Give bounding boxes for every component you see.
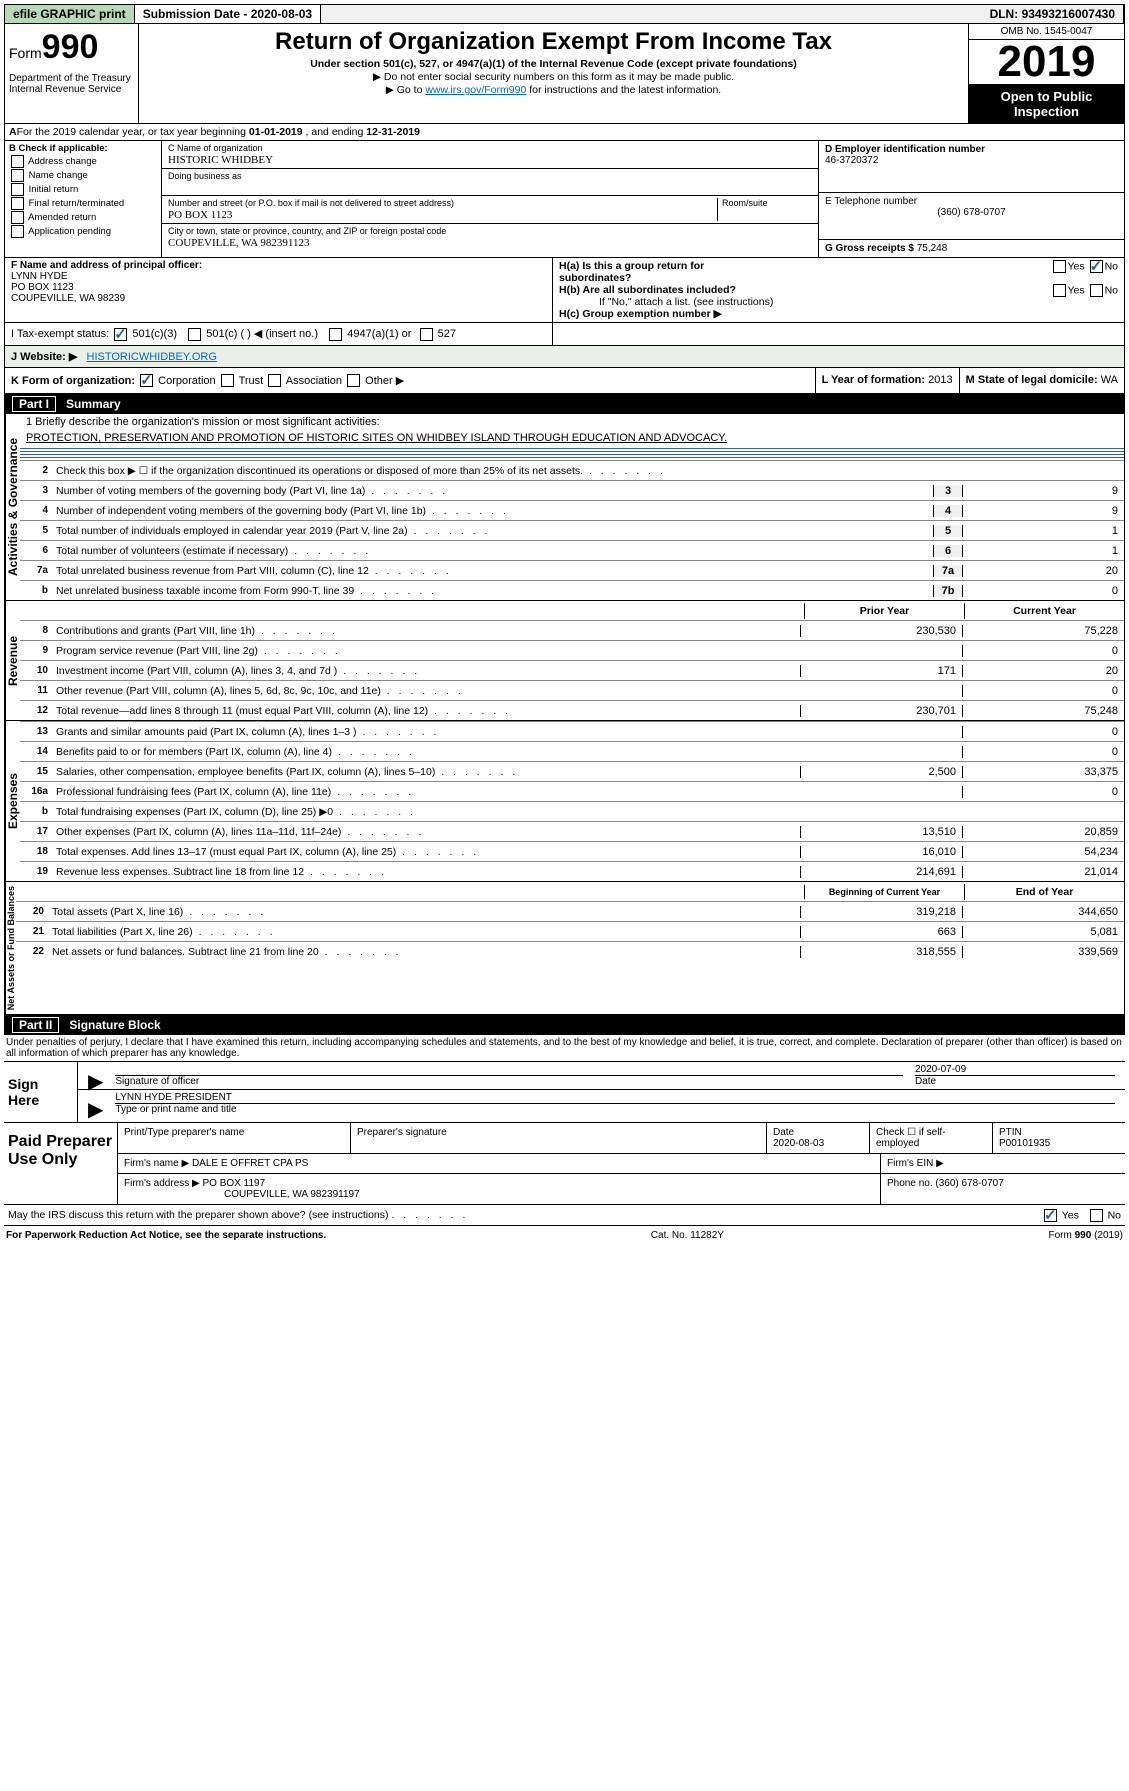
sign-date: 2020-07-09	[915, 1064, 1115, 1076]
line-11: 11Other revenue (Part VIII, column (A), …	[20, 680, 1124, 700]
submission-date: Submission Date - 2020-08-03	[135, 5, 321, 23]
vtab-expenses: Expenses	[5, 721, 20, 881]
line-13: 13Grants and similar amounts paid (Part …	[20, 721, 1124, 741]
prep-name-h: Print/Type preparer's name	[118, 1123, 351, 1153]
line-12: 12Total revenue—add lines 8 through 11 (…	[20, 700, 1124, 720]
prep-sig-h: Preparer's signature	[351, 1123, 767, 1153]
col-c: C Name of organizationHISTORIC WHIDBEY D…	[162, 141, 818, 257]
line-22: 22Net assets or fund balances. Subtract …	[16, 941, 1124, 961]
end-year-header: End of Year	[964, 884, 1124, 900]
city: COUPEVILLE, WA 982391123	[168, 237, 812, 249]
self-employed-chk[interactable]: Check ☐ if self-employed	[870, 1123, 993, 1153]
line-b: bTotal fundraising expenses (Part IX, co…	[20, 801, 1124, 821]
line-20: 20Total assets (Part X, line 16)319,2183…	[16, 901, 1124, 921]
subtitle-1: Under section 501(c), 527, or 4947(a)(1)…	[141, 58, 966, 70]
line-21: 21Total liabilities (Part X, line 26)663…	[16, 921, 1124, 941]
line-8: 8Contributions and grants (Part VIII, li…	[20, 620, 1124, 640]
street: PO BOX 1123	[168, 209, 717, 221]
sign-here-label: Sign Here	[4, 1062, 78, 1122]
form-number: Form990	[9, 28, 134, 67]
gov-line-2: 2Check this box ▶ ☐ if the organization …	[20, 460, 1124, 480]
website-link[interactable]: HISTORICWHIDBEY.ORG	[87, 351, 217, 363]
line-18: 18Total expenses. Add lines 13–17 (must …	[20, 841, 1124, 861]
firm-phone: (360) 678-0707	[935, 1178, 1003, 1189]
chk-name[interactable]: Name change	[9, 169, 157, 182]
firm-name: DALE E OFFRET CPA PS	[192, 1158, 308, 1169]
subtitle-2: ▶ Do not enter social security numbers o…	[141, 71, 966, 83]
gross-receipts: 75,248	[917, 243, 948, 254]
vtab-governance: Activities & Governance	[5, 414, 20, 600]
phone: (360) 678-0707	[825, 207, 1118, 218]
perjury-text: Under penalties of perjury, I declare th…	[4, 1035, 1125, 1061]
mission-q: 1 Briefly describe the organization's mi…	[20, 414, 1124, 430]
ptin: P00101935	[999, 1138, 1050, 1149]
col-f: F Name and address of principal officer:…	[5, 258, 553, 322]
chk-amended[interactable]: Amended return	[9, 211, 157, 224]
paid-preparer-label: Paid Preparer Use Only	[4, 1123, 118, 1204]
tax-year: 2019	[969, 40, 1124, 85]
col-b: B Check if applicable: Address change Na…	[5, 141, 162, 257]
ein: 46-3720372	[825, 155, 878, 166]
col-d: D Employer identification number46-37203…	[818, 141, 1124, 257]
prep-date: 2020-08-03	[773, 1138, 824, 1149]
footer: For Paperwork Reduction Act Notice, see …	[4, 1225, 1125, 1245]
part-1-header: Part ISummary	[4, 394, 1125, 414]
firm-ein: Firm's EIN ▶	[881, 1154, 1125, 1173]
line-19: 19Revenue less expenses. Subtract line 1…	[20, 861, 1124, 881]
current-year-header: Current Year	[964, 603, 1124, 619]
discuss-row: May the IRS discuss this return with the…	[4, 1204, 1125, 1225]
gov-line-4: 4Number of independent voting members of…	[20, 500, 1124, 520]
gov-line-5: 5Total number of individuals employed in…	[20, 520, 1124, 540]
dept-label: Department of the Treasury Internal Reve…	[9, 73, 134, 95]
line-10: 10Investment income (Part VIII, column (…	[20, 660, 1124, 680]
year-formation: L Year of formation: 2013	[815, 368, 959, 394]
beg-year-header: Beginning of Current Year	[804, 885, 964, 899]
form-header: Form990 Department of the Treasury Inter…	[4, 24, 1125, 124]
gov-line-3: 3Number of voting members of the governi…	[20, 480, 1124, 500]
prior-year-header: Prior Year	[804, 603, 964, 619]
website-row: J Website: ▶ HISTORICWHIDBEY.ORG	[4, 346, 1125, 368]
gov-line-6: 6Total number of volunteers (estimate if…	[20, 540, 1124, 560]
gov-line-7a: 7aTotal unrelated business revenue from …	[20, 560, 1124, 580]
dln: DLN: 93493216007430	[982, 5, 1124, 23]
line-15: 15Salaries, other compensation, employee…	[20, 761, 1124, 781]
org-name: HISTORIC WHIDBEY	[168, 154, 812, 166]
firm-addr: PO BOX 1197	[203, 1178, 266, 1189]
row-a: AFor the 2019 calendar year, or tax year…	[4, 124, 1125, 141]
efile-label[interactable]: efile GRAPHIC print	[5, 5, 135, 23]
chk-address[interactable]: Address change	[9, 155, 157, 168]
form-title: Return of Organization Exempt From Incom…	[141, 28, 966, 56]
line-16a: 16aProfessional fundraising fees (Part I…	[20, 781, 1124, 801]
chk-pending[interactable]: Application pending	[9, 225, 157, 238]
sig-officer-label: Signature of officer	[115, 1076, 199, 1087]
top-bar: efile GRAPHIC print Submission Date - 20…	[4, 4, 1125, 24]
mission-text: PROTECTION, PRESERVATION AND PROMOTION O…	[20, 430, 1124, 446]
tax-status: I Tax-exempt status: 501(c)(3) 501(c) ( …	[5, 323, 553, 345]
line-9: 9Program service revenue (Part VIII, lin…	[20, 640, 1124, 660]
irs-link[interactable]: www.irs.gov/Form990	[425, 84, 526, 96]
gov-line-b: bNet unrelated business taxable income f…	[20, 580, 1124, 600]
officer-name: LYNN HYDE PRESIDENT	[115, 1092, 1115, 1104]
state-domicile: M State of legal domicile: WA	[959, 368, 1124, 394]
vtab-revenue: Revenue	[5, 601, 20, 720]
subtitle-3: ▶ Go to www.irs.gov/Form990 for instruct…	[141, 84, 966, 96]
line-14: 14Benefits paid to or for members (Part …	[20, 741, 1124, 761]
form-org: K Form of organization: Corporation Trus…	[5, 368, 815, 394]
chk-initial[interactable]: Initial return	[9, 183, 157, 196]
open-inspection: Open to Public Inspection	[969, 85, 1124, 123]
line-17: 17Other expenses (Part IX, column (A), l…	[20, 821, 1124, 841]
vtab-net: Net Assets or Fund Balances	[5, 882, 16, 1014]
chk-final[interactable]: Final return/terminated	[9, 197, 157, 210]
col-h: H(a) Is this a group return for subordin…	[553, 258, 1124, 322]
part-2-header: Part IISignature Block	[4, 1015, 1125, 1035]
